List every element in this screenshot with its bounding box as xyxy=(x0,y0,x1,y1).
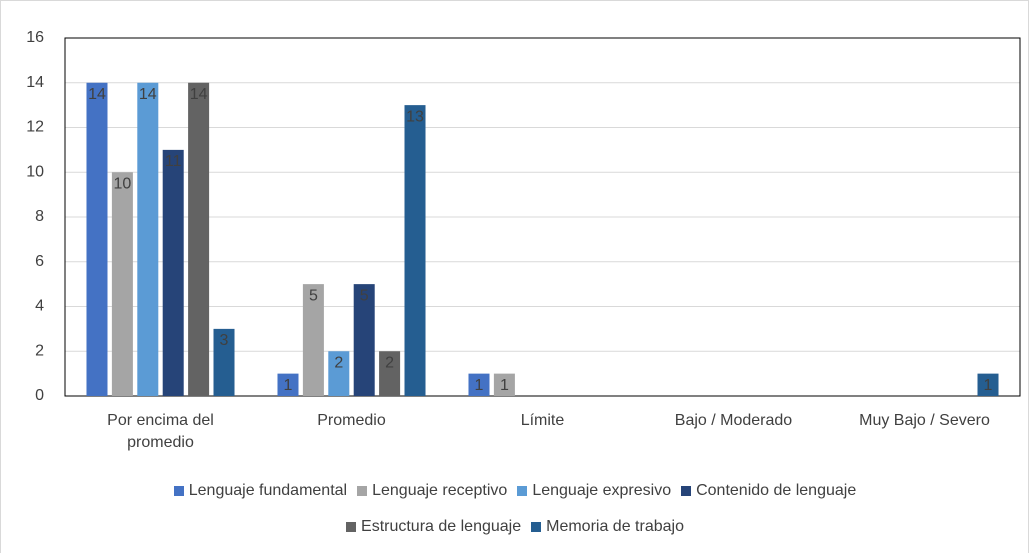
plot-frame xyxy=(64,37,1021,397)
x-tick-label: Promedio xyxy=(317,412,386,429)
x-tick-label: Por encima del promedio xyxy=(107,412,214,451)
legend-swatch xyxy=(517,486,528,496)
data-label: 3 xyxy=(220,332,229,349)
y-tick-label: 8 xyxy=(35,208,44,225)
y-tick-label: 2 xyxy=(35,342,44,359)
y-tick-label: 4 xyxy=(35,298,44,315)
bar xyxy=(111,172,133,396)
bar xyxy=(188,82,210,396)
legend-label: Lenguaje fundamental xyxy=(188,482,348,499)
legend-label: Contenido de lenguaje xyxy=(696,482,857,499)
data-label: 1 xyxy=(284,377,293,394)
legend-item: Estructura de lenguaje xyxy=(346,518,521,536)
y-tick-label: 14 xyxy=(26,74,44,91)
data-label: 2 xyxy=(385,354,394,371)
bar xyxy=(86,82,108,396)
data-label: 5 xyxy=(309,287,318,304)
data-label: 1 xyxy=(984,377,993,394)
legend-label: Memoria de trabajo xyxy=(546,518,684,535)
data-label: 14 xyxy=(190,86,208,103)
legend-label: Estructura de lenguaje xyxy=(361,518,522,535)
y-tick-label: 6 xyxy=(35,253,44,270)
bar xyxy=(328,351,350,396)
x-tick-label: Muy Bajo / Severo xyxy=(859,412,990,429)
bar xyxy=(213,328,235,396)
data-label: 2 xyxy=(334,354,343,371)
data-label: 11 xyxy=(165,153,182,170)
bar xyxy=(302,284,324,396)
legend-swatch xyxy=(173,486,184,496)
x-tick-label: Límite xyxy=(520,412,565,429)
legend-swatch xyxy=(531,522,542,532)
legend-swatch xyxy=(357,486,368,496)
x-tick-label: Bajo / Moderado xyxy=(674,412,793,429)
data-label: 1 xyxy=(475,377,484,394)
data-label: 14 xyxy=(88,86,106,103)
data-label: 14 xyxy=(139,86,157,103)
data-label: 5 xyxy=(360,287,369,304)
legend-swatch xyxy=(681,486,692,496)
legend-label: Lenguaje expresivo xyxy=(532,482,672,499)
legend-item: Lenguaje receptivo xyxy=(357,482,507,500)
bar xyxy=(379,351,401,396)
y-tick-label: 0 xyxy=(35,387,44,404)
bar xyxy=(977,373,999,396)
bar xyxy=(277,373,299,396)
data-label: 10 xyxy=(113,175,131,192)
legend-item: Memoria de trabajo xyxy=(531,518,684,536)
bar xyxy=(468,373,490,396)
bar xyxy=(162,149,184,396)
legend-item: Lenguaje expresivo xyxy=(517,482,671,500)
bar xyxy=(137,82,159,396)
y-tick-label: 12 xyxy=(26,119,44,136)
y-tick-label: 16 xyxy=(26,29,44,46)
data-label: 13 xyxy=(406,108,424,125)
legend-item: Lenguaje fundamental xyxy=(173,482,348,500)
data-label: 1 xyxy=(500,377,509,394)
legend-label: Lenguaje receptivo xyxy=(372,482,508,499)
y-tick-label: 10 xyxy=(26,163,44,180)
legend: Lenguaje fundamental Lenguaje receptivo Le… xyxy=(170,482,860,536)
bar xyxy=(493,373,515,396)
bar xyxy=(353,284,375,396)
legend-swatch xyxy=(346,522,357,532)
bar xyxy=(404,105,426,396)
legend-item: Contenido de lenguaje xyxy=(681,482,856,500)
